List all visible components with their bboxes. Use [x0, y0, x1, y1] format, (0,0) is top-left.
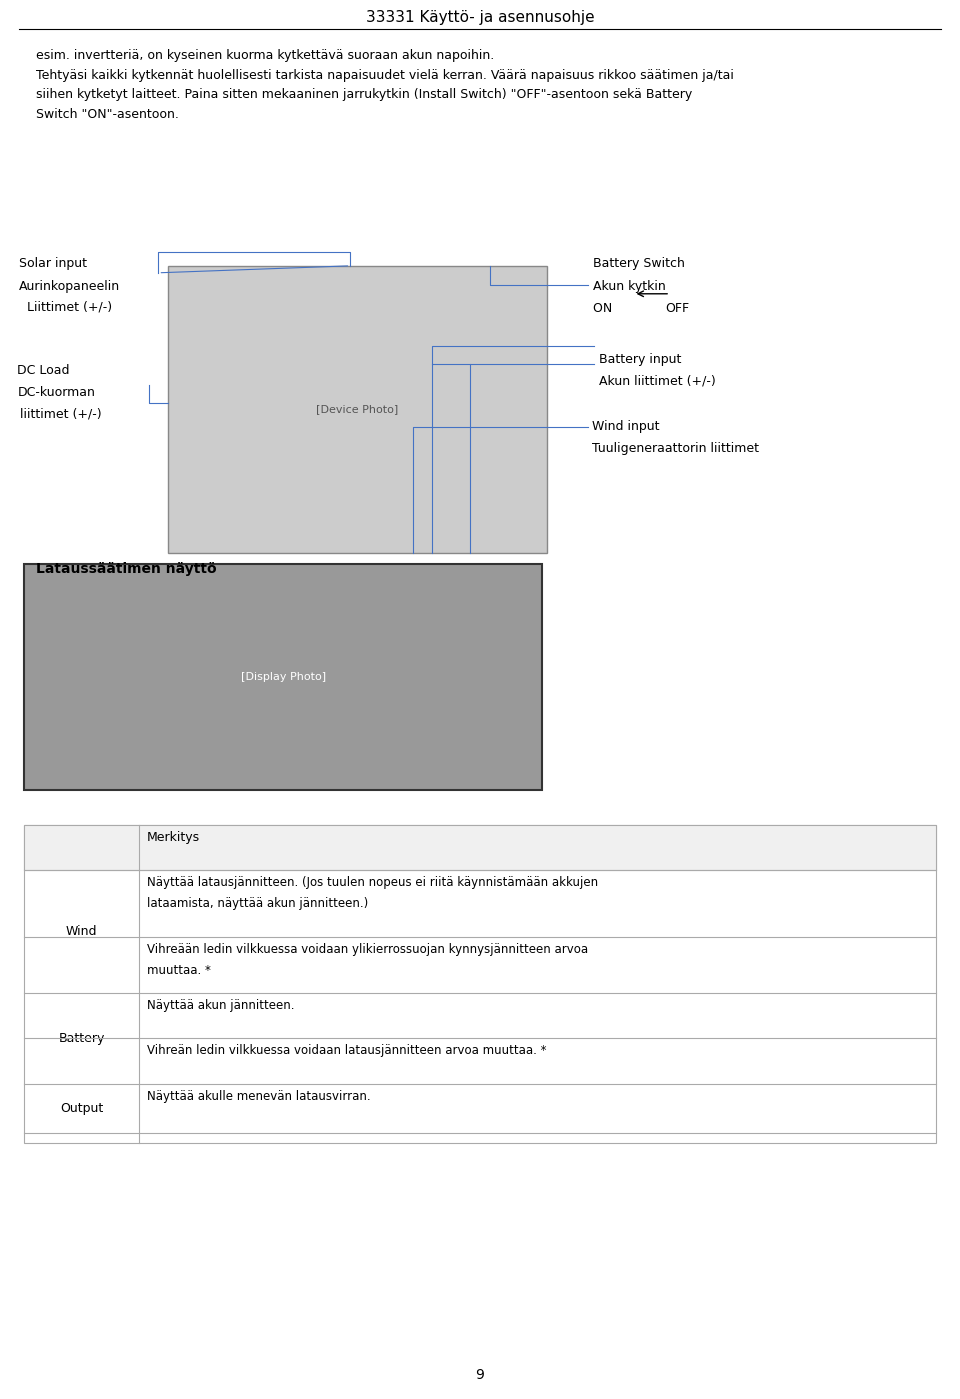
Text: Lataussäätimen näyttö: Lataussäätimen näyttö — [36, 562, 217, 576]
Text: Näyttää latausjännitteen. (Jos tuulen nopeus ei riitä käynnistämään akkujen: Näyttää latausjännitteen. (Jos tuulen no… — [147, 876, 598, 888]
Text: Liittimet (+/-): Liittimet (+/-) — [27, 301, 112, 313]
Text: Näyttää akun jännitteen.: Näyttää akun jännitteen. — [147, 999, 295, 1011]
FancyBboxPatch shape — [168, 266, 547, 553]
FancyBboxPatch shape — [24, 825, 936, 870]
Text: DC-kuorman: DC-kuorman — [17, 386, 95, 399]
Text: Vihreään ledin vilkkuessa voidaan ylikierrossuojan kynnysjännitteen arvoa: Vihreään ledin vilkkuessa voidaan ylikie… — [147, 943, 588, 956]
Text: esim. invertteriä, on kyseinen kuorma kytkettävä suoraan akun napoihin.: esim. invertteriä, on kyseinen kuorma ky… — [36, 49, 494, 62]
Text: Switch "ON"-asentoon.: Switch "ON"-asentoon. — [36, 108, 180, 120]
Text: Akun liittimet (+/-): Akun liittimet (+/-) — [599, 375, 716, 388]
Text: Näyttää akulle menevän latausvirran.: Näyttää akulle menevän latausvirran. — [147, 1090, 371, 1102]
Text: 9: 9 — [475, 1368, 485, 1382]
Text: Vihreän ledin vilkkuessa voidaan latausjännitteen arvoa muuttaa. *: Vihreän ledin vilkkuessa voidaan latausj… — [147, 1044, 546, 1056]
Text: liittimet (+/-): liittimet (+/-) — [20, 407, 102, 420]
Text: [Display Photo]: [Display Photo] — [241, 672, 325, 683]
Text: Akun kytkin: Akun kytkin — [593, 280, 666, 292]
Text: Wind: Wind — [66, 925, 97, 939]
Text: Tehtyäsi kaikki kytkennät huolellisesti tarkista napaisuudet vielä kerran. Väärä: Tehtyäsi kaikki kytkennät huolellisesti … — [36, 69, 734, 81]
Text: Wind input: Wind input — [592, 420, 660, 432]
Text: siihen kytketyt laitteet. Paina sitten mekaaninen jarrukytkin (Install Switch) ": siihen kytketyt laitteet. Paina sitten m… — [36, 88, 693, 101]
Text: lataamista, näyttää akun jännitteen.): lataamista, näyttää akun jännitteen.) — [147, 897, 368, 909]
Text: muuttaa. *: muuttaa. * — [147, 964, 211, 977]
Text: Battery input: Battery input — [599, 353, 682, 365]
Text: [Device Photo]: [Device Photo] — [317, 404, 398, 414]
Text: Battery Switch: Battery Switch — [593, 257, 685, 270]
Text: Aurinkopaneelin: Aurinkopaneelin — [19, 280, 120, 292]
Text: OFF: OFF — [665, 302, 689, 315]
Text: Merkitys: Merkitys — [147, 831, 200, 844]
Text: 33331 Käyttö- ja asennusohje: 33331 Käyttö- ja asennusohje — [366, 10, 594, 25]
FancyBboxPatch shape — [24, 564, 542, 790]
Text: DC Load: DC Load — [17, 364, 70, 376]
Text: ON: ON — [593, 302, 616, 315]
Text: Battery: Battery — [59, 1032, 105, 1045]
Text: Solar input: Solar input — [19, 257, 87, 270]
Text: Output: Output — [60, 1102, 104, 1115]
FancyBboxPatch shape — [24, 825, 936, 1143]
Text: Tuuligeneraattorin liittimet: Tuuligeneraattorin liittimet — [592, 442, 759, 455]
